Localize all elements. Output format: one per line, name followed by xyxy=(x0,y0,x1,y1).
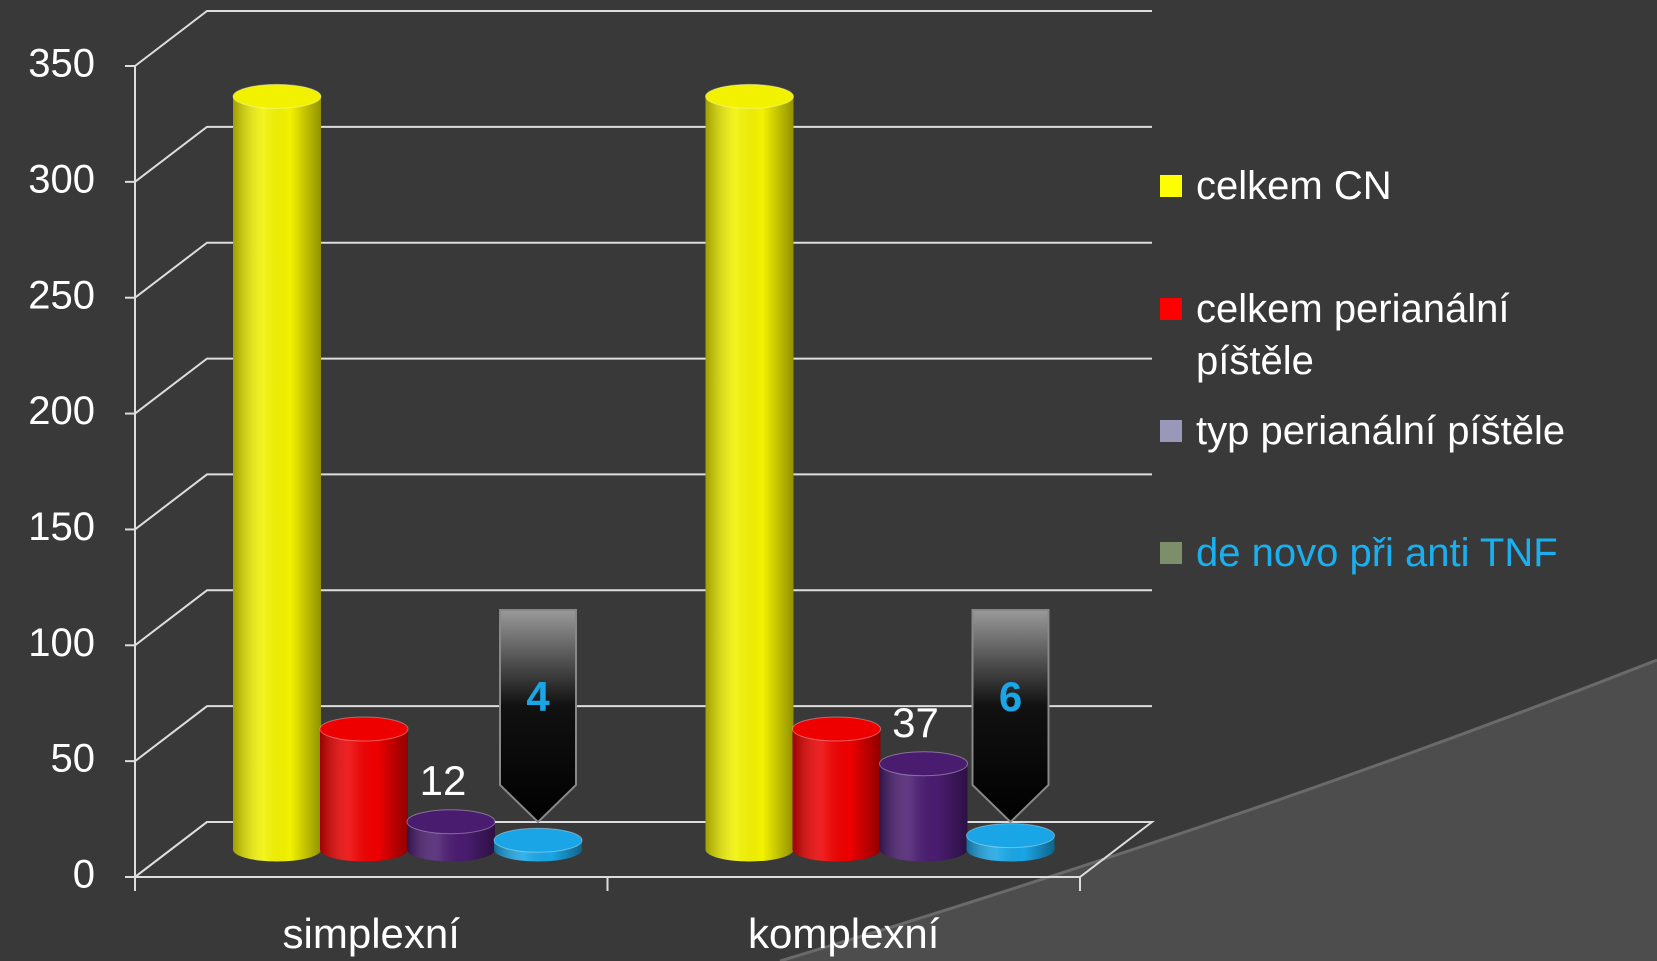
bar-shade xyxy=(879,763,968,862)
bar xyxy=(879,751,968,862)
bar-shade xyxy=(705,96,794,862)
grid-line xyxy=(134,241,1152,299)
bar xyxy=(966,823,1055,862)
data-label: 12 xyxy=(420,757,467,804)
bar-top xyxy=(493,827,583,853)
legend-item: celkem CN xyxy=(1160,160,1650,212)
y-tick-label: 350 xyxy=(28,42,95,86)
y-tick-label: 50 xyxy=(51,737,96,781)
bar-shade xyxy=(233,96,321,862)
y-tick-label: 100 xyxy=(28,621,95,665)
bar-top xyxy=(232,83,322,109)
bar xyxy=(319,716,409,862)
grid-line xyxy=(134,705,1152,762)
background-swoosh xyxy=(780,660,1657,961)
bar-top xyxy=(792,716,881,742)
legend-swatch xyxy=(1160,175,1182,197)
bar xyxy=(493,827,583,862)
grid-line xyxy=(134,125,1152,183)
grid-line xyxy=(134,589,1152,647)
legend-label: celkem perianální píštěle xyxy=(1196,287,1510,383)
x-tick-label: komplexní xyxy=(748,910,940,957)
bar-top xyxy=(406,809,496,835)
legend-label: celkem CN xyxy=(1196,164,1392,208)
legend-item: celkem perianální píštěle xyxy=(1160,283,1650,387)
bar-shade xyxy=(320,729,408,862)
bar xyxy=(232,83,322,862)
bar-top xyxy=(705,83,794,109)
bar xyxy=(792,716,881,862)
data-label: 6 xyxy=(999,673,1022,720)
bar-top xyxy=(879,751,968,777)
legend-label: typ perianální píštěle xyxy=(1196,409,1566,453)
x-tick-label: simplexní xyxy=(283,910,461,957)
bar-top xyxy=(319,716,409,742)
y-tick-label: 250 xyxy=(28,273,95,317)
callout xyxy=(499,609,577,824)
callout xyxy=(971,609,1050,824)
legend-item: de novo při anti TNF xyxy=(1160,527,1650,579)
y-tick-label: 0 xyxy=(73,853,95,897)
legend-swatch xyxy=(1160,298,1182,320)
y-tick-label: 200 xyxy=(28,389,95,433)
legend-swatch xyxy=(1160,420,1182,442)
grid-line xyxy=(134,357,1152,415)
bar xyxy=(406,809,496,862)
data-label: 4 xyxy=(526,673,550,720)
legend-label: de novo při anti TNF xyxy=(1196,531,1558,575)
grid-line xyxy=(134,473,1152,531)
data-label: 37 xyxy=(892,699,939,746)
grid-line xyxy=(134,10,1152,67)
legend-swatch xyxy=(1160,542,1182,564)
bar-top xyxy=(966,823,1055,849)
y-tick-label: 300 xyxy=(28,157,95,201)
legend-item: typ perianální píštěle xyxy=(1160,405,1650,457)
y-tick-label: 150 xyxy=(28,505,95,549)
bar-shade xyxy=(792,729,881,862)
background-edge xyxy=(779,658,1657,961)
bar xyxy=(705,83,794,862)
